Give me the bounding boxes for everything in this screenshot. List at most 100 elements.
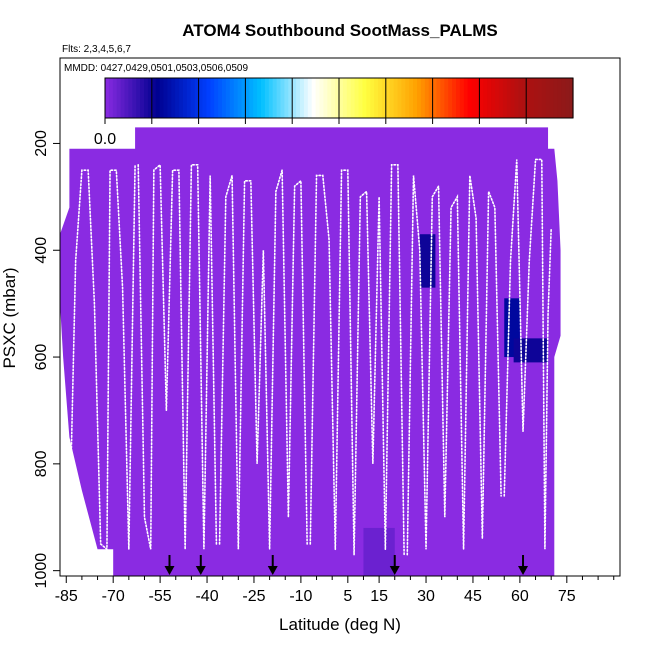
colorbar-segment [381,78,387,118]
colorbar-segment [491,78,496,118]
colorbar-segment [276,78,282,118]
colorbar-segment [432,78,438,118]
colorbar-segment [288,78,293,118]
colorbar-segment [331,78,336,118]
colorbar-segment [132,78,137,118]
colorbar-segment [179,78,184,118]
x-tick-label: -55 [149,588,172,605]
colorbar-segment [565,78,570,118]
y-tick-label: 200 [33,130,50,157]
colorbar-segment [335,78,340,118]
y-axis-label: PSXC (mbar) [0,267,19,368]
colorbar-segment [280,78,285,118]
colorbar-segment [183,78,188,118]
y-axis: 200 400 600 800 1000 [33,130,60,588]
colorbar-segment [147,78,153,118]
colorbar-segment [569,78,574,118]
x-tick-label: 45 [464,588,482,605]
colorbar-segment [167,78,172,118]
colorbar-segment [186,78,192,118]
colorbar-segment [545,78,551,118]
colorbar-segment [362,78,367,118]
colorbar-segment [374,78,379,118]
colorbar-segment [225,78,231,118]
colorbar-segment [206,78,211,118]
flight-track [309,164,405,556]
colorbar-segment [198,78,204,118]
colorbar-segment [237,78,243,118]
colorbar-segment [159,78,165,118]
colorbar-segment [105,78,110,118]
colorbar-segment [218,78,223,118]
colorbar-segment [151,78,157,118]
colorbar-segment [319,78,324,118]
x-axis-label: Latitude (deg N) [279,615,401,634]
colorbar-segment [327,78,332,118]
colorbar-segment [175,78,180,118]
colorbar-segment [136,78,141,118]
x-tick-label: 30 [417,588,435,605]
colorbar-segment [397,78,402,118]
x-tick-label: -10 [289,588,312,605]
colorbar-segment [124,78,129,118]
chart-title: ATOM4 Southbound SootMass_PALMS [182,21,497,40]
colorbar-segment [342,78,348,118]
colorbar-segment [202,78,207,118]
colorbar-segment [463,78,469,118]
colorbar-segment [323,78,328,118]
colorbar-segment [549,78,555,118]
dates-note: MMDD: 0427,0429,0501,0503,0506,0509 [64,63,248,74]
latitude-arrow-head [518,566,529,575]
colorbar-segment [452,78,457,118]
colorbar-segment [498,78,504,118]
colorbar-segment [303,78,309,118]
colorbar-segment [541,78,547,118]
colorbar-segment [479,78,484,118]
latitude-arrow-head [164,566,175,575]
x-tick-label: 75 [558,588,576,605]
colorbar-segment [471,78,477,118]
colorbar-segment [292,78,297,118]
heatmap-cell [513,338,549,363]
colorbar-segment [315,78,321,118]
plot-frame [59,57,621,577]
colorbar-segment [487,78,492,118]
colorbar-segment [249,78,254,118]
colorbar-segment [417,78,422,118]
colorbar-segment [354,78,360,118]
colorbar-segment [296,78,301,118]
colorbar-segment [409,78,414,118]
colorbar-segment [448,78,453,118]
colorbar-segment [171,78,176,118]
colorbar-segment [401,78,406,118]
colorbar-segment [506,78,512,118]
colorbar-segment [483,78,488,118]
colorbar-segment [112,78,118,118]
colorbar-segment [366,78,371,118]
colorbar-segment [300,78,305,118]
colorbar: 0.00.20.40.60.81.01.21.41.61.8 [94,77,574,148]
colorbar-segment [518,78,523,118]
colorbar-segment [214,78,219,118]
flight-track [406,175,502,556]
colorbar-segment [514,78,519,118]
colorbar-segment [253,78,258,118]
colorbar-segment [257,78,262,118]
x-tick-label: -25 [242,588,265,605]
colorbar-segment [128,78,133,118]
y-tick-label: 400 [33,237,50,264]
colorbar-segment [495,78,500,118]
colorbar-segment [456,78,461,118]
colorbar-segment [245,78,250,118]
colorbar-segment [420,78,426,118]
colorbar-segment [155,78,161,118]
colorbar-segment [307,78,313,118]
colorbar-segment [444,78,449,118]
colorbar-segment [405,78,410,118]
flight-track [503,158,552,550]
colorbar-segment [428,78,434,118]
heatmap-cell [363,527,395,576]
colorbar-segment [140,78,145,118]
colorbar-segment [229,78,235,118]
